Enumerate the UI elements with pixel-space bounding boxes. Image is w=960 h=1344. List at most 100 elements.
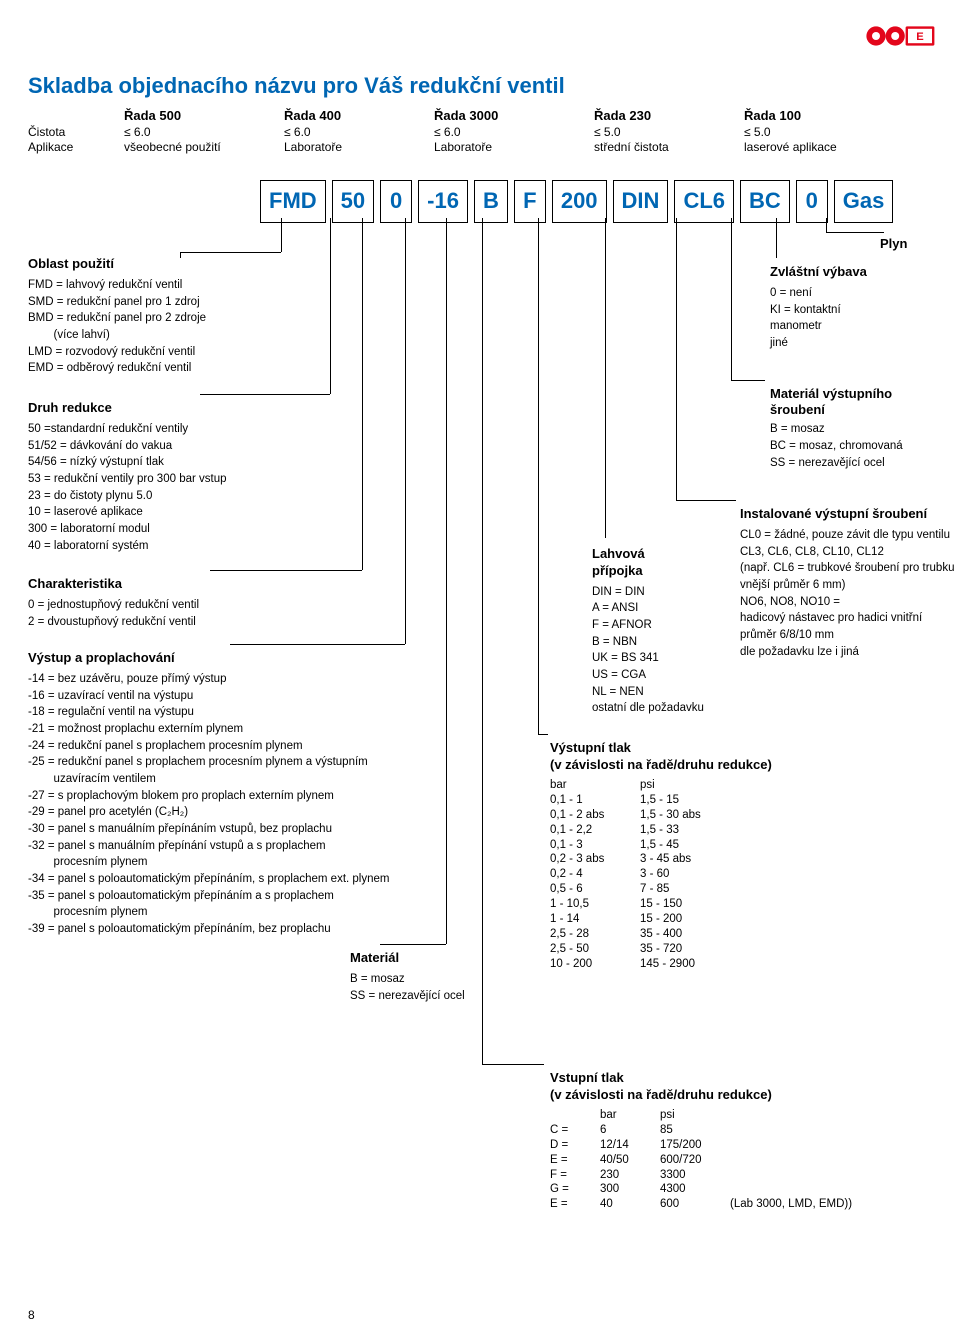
cell: 600 [660, 1197, 730, 1212]
line: -27 = s proplachovým blokem pro proplach… [28, 788, 508, 805]
cell: ≤ 6.0 [124, 125, 284, 141]
connector-line [362, 218, 363, 570]
cell: F = [550, 1168, 600, 1183]
series-head: Řada 500 [124, 108, 284, 125]
druh-head: Druh redukce [28, 400, 348, 417]
vystup-head: Výstup a proplachování [28, 650, 508, 667]
material-section: Materiál B = mosaz SS = nerezavějící oce… [350, 950, 530, 1004]
th: bar [600, 1108, 660, 1123]
line: FMD = lahvový redukční ventil [28, 277, 348, 294]
connector-line [380, 944, 446, 945]
code-seg: DIN [613, 180, 669, 223]
vstup-sub: (v závislosti na řadě/druhu redukce) [550, 1087, 910, 1104]
series-head: Řada 3000 [434, 108, 594, 125]
series-head: Řada 400 [284, 108, 434, 125]
vystup-section: Výstup a proplachování -14 = bez uzávěru… [28, 650, 508, 938]
lahvova-head1: Lahvová [592, 546, 752, 563]
line: vnější průměr 6 mm) [740, 577, 960, 594]
line: dle požadavku lze i jiná [740, 644, 960, 661]
cell: 0,2 - 3 abs [550, 852, 640, 867]
cell: E = [550, 1153, 600, 1168]
cell: 15 - 200 [640, 912, 715, 927]
cell: Laboratoře [284, 140, 434, 156]
connector-line [731, 218, 732, 380]
line: NL = NEN [592, 684, 752, 701]
brand-logo: E [864, 20, 936, 52]
cell: laserové aplikace [744, 140, 914, 156]
code-seg: 0 [380, 180, 412, 223]
line: -18 = regulační ventil na výstupu [28, 704, 508, 721]
cell: (Lab 3000, LMD, EMD)) [730, 1197, 866, 1212]
line: manometr [770, 318, 940, 335]
line: -21 = možnost proplachu externím plynem [28, 721, 508, 738]
line: -35 = panel s poloautomatickým přepínání… [28, 888, 508, 905]
line: (více lahví) [28, 327, 348, 344]
connector-line [210, 570, 362, 571]
cell: 3300 [660, 1168, 730, 1183]
line: 54/56 = nízký výstupní tlak [28, 454, 348, 471]
cell: 300 [600, 1182, 660, 1197]
cell: ≤ 5.0 [744, 125, 914, 141]
connector-line [826, 232, 884, 233]
line: -29 = panel pro acetylén (C₂H₂) [28, 804, 508, 821]
line: LMD = rozvodový redukční ventil [28, 344, 348, 361]
cell: ≤ 6.0 [434, 125, 594, 141]
cell: Laboratoře [434, 140, 594, 156]
line: UK = BS 341 [592, 650, 752, 667]
line: -39 = panel s poloautomatickým přepínání… [28, 921, 508, 938]
code-seg: F [514, 180, 546, 223]
cell: 15 - 150 [640, 897, 715, 912]
line: CL3, CL6, CL8, CL10, CL12 [740, 544, 960, 561]
connector-line [281, 218, 282, 252]
vstup-table: bar psi C =685 D =12/14175/200 E =40/506… [550, 1108, 866, 1213]
vystlak-head: Výstupní tlak [550, 740, 870, 757]
zvlast-section: Zvláštní výbava 0 = není KI = kontaktní … [770, 264, 940, 352]
cell [730, 1182, 866, 1197]
connector-line [538, 218, 539, 734]
cell: střední čistota [594, 140, 744, 156]
cell: 0,1 - 2 abs [550, 808, 640, 823]
code-seg: 50 [332, 180, 374, 223]
cell: 145 - 2900 [640, 957, 715, 972]
svg-text:E: E [916, 31, 924, 43]
th: bar [550, 778, 640, 793]
instal-head: Instalované výstupní šroubení [740, 506, 960, 523]
cell: ≤ 6.0 [284, 125, 434, 141]
line: F = AFNOR [592, 617, 752, 634]
oblast-head: Oblast použití [28, 256, 348, 273]
cell: 35 - 400 [640, 927, 715, 942]
line: B = mosaz [770, 421, 940, 438]
cell: 85 [660, 1123, 730, 1138]
line: -34 = panel s poloautomatickým přepínání… [28, 871, 508, 888]
line: průměr 6/8/10 mm [740, 627, 960, 644]
charak-section: Charakteristika 0 = jednostupňový redukč… [28, 576, 348, 630]
matvys-section: Materiál výstupního šroubení B = mosaz B… [770, 386, 940, 471]
line: -25 = redukční panel s proplachem proces… [28, 754, 508, 771]
vstup-section: Vstupní tlak (v závislosti na řadě/druhu… [550, 1070, 910, 1212]
code-seg: 0 [796, 180, 828, 223]
connector-line [405, 218, 406, 644]
cell: 0,5 - 6 [550, 882, 640, 897]
code-seg: Gas [834, 180, 894, 223]
gce-logo-icon: E [864, 20, 936, 52]
line: uzavíracím ventilem [28, 771, 508, 788]
connector-line [676, 218, 677, 500]
cell [730, 1168, 866, 1183]
line: A = ANSI [592, 600, 752, 617]
code-seg: CL6 [674, 180, 734, 223]
cell: 7 - 85 [640, 882, 715, 897]
page-title: Skladba objednacího názvu pro Váš redukč… [28, 72, 565, 101]
line: BMD = redukční panel pro 2 zdroje [28, 310, 348, 327]
zvlast-head: Zvláštní výbava [770, 264, 940, 281]
cell: 230 [600, 1168, 660, 1183]
cell: ≤ 5.0 [594, 125, 744, 141]
connector-line [676, 500, 736, 501]
cell: všeobecné použití [124, 140, 284, 156]
cell: 1 - 14 [550, 912, 640, 927]
cell: 1 - 10,5 [550, 897, 640, 912]
line: NO6, NO8, NO10 = [740, 594, 960, 611]
line: BC = mosaz, chromovaná [770, 438, 940, 455]
oblast-section: Oblast použití FMD = lahvový redukční ve… [28, 256, 348, 377]
line: 50 =standardní redukční ventily [28, 421, 348, 438]
line: 40 = laboratorní systém [28, 538, 348, 555]
